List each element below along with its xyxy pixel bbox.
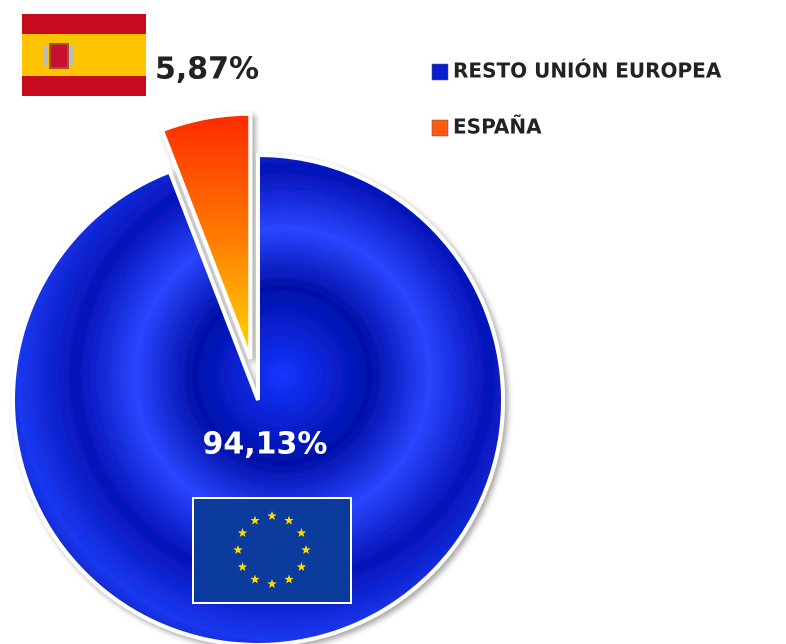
pie xyxy=(11,111,505,644)
eu-star xyxy=(250,515,260,525)
eu-star xyxy=(237,528,248,538)
pie-slice xyxy=(159,111,253,360)
eu-star xyxy=(284,574,294,584)
eu-star xyxy=(233,545,243,555)
eu-star xyxy=(301,545,311,555)
eu-star xyxy=(296,562,307,572)
pie-slice xyxy=(11,152,505,644)
legend: RESTO UNIÓN EUROPEA ESPAÑA xyxy=(431,59,722,139)
value-label: 94,13% xyxy=(203,427,328,462)
legend-label: RESTO UNIÓN EUROPEA xyxy=(453,59,722,83)
eu-star xyxy=(250,574,260,584)
eu-flag xyxy=(192,497,352,604)
spain-flag xyxy=(22,14,146,96)
value-label: 5,87% xyxy=(155,52,259,87)
legend-swatch xyxy=(431,63,449,81)
eu-star xyxy=(237,562,248,572)
legend-swatch xyxy=(431,119,449,137)
eu-star xyxy=(267,579,277,589)
legend-label: ESPAÑA xyxy=(453,115,542,139)
eu-star xyxy=(284,515,294,525)
eu-star xyxy=(267,511,277,521)
eu-star xyxy=(296,528,307,538)
